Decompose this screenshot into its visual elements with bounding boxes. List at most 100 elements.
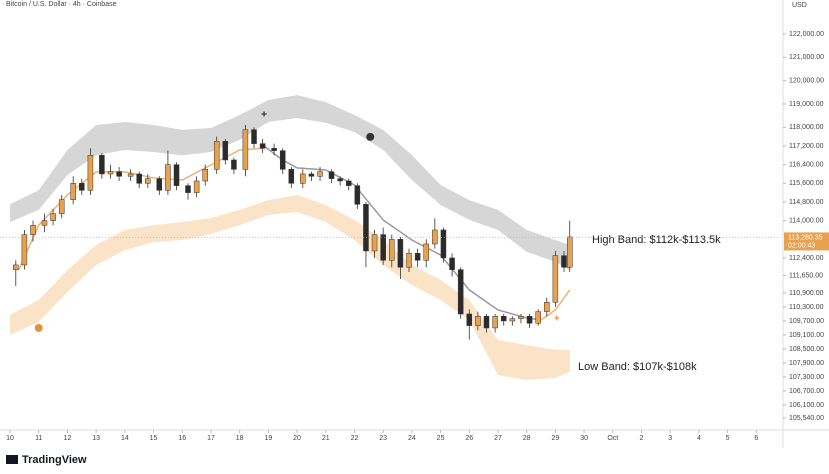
candle-body <box>21 234 28 266</box>
plot <box>10 95 573 380</box>
line <box>262 144 542 321</box>
candle-body <box>136 173 142 184</box>
candle-body <box>58 199 65 214</box>
candle-body <box>279 150 286 170</box>
candle-body <box>566 236 573 268</box>
y-tick-label: 107,300.00 <box>789 374 824 381</box>
line <box>17 147 263 271</box>
candle-body <box>145 178 151 184</box>
x-tick-label: 25 <box>437 435 445 442</box>
candle-body <box>213 141 220 170</box>
candle-body <box>308 173 315 177</box>
y-tick-label: 114,800.00 <box>789 199 824 206</box>
y-tick-label: 116,400.00 <box>789 161 824 168</box>
candle-body <box>500 316 507 322</box>
countdown: 02:00:43 <box>788 242 815 249</box>
y-tick-label: 109,700.00 <box>789 318 824 325</box>
x-tick-label: 12 <box>64 435 72 442</box>
band <box>10 95 570 271</box>
candle-body <box>222 141 229 161</box>
x-tick-label: 30 <box>580 435 588 442</box>
candle-body <box>70 183 76 200</box>
candle-body <box>380 234 386 261</box>
candle-body <box>363 204 369 252</box>
y-tick-label: 106,700.00 <box>789 388 824 395</box>
candle-body <box>193 180 200 193</box>
x-tick-label: 26 <box>465 435 473 442</box>
x-tick-label: 18 <box>236 435 244 442</box>
y-tick-label: 112,400.00 <box>789 255 824 262</box>
candle-body <box>127 173 134 177</box>
x-tick-label: 11 <box>35 435 42 442</box>
candle-body <box>423 243 429 261</box>
candle-body <box>440 229 447 259</box>
candle-body <box>345 180 352 186</box>
candle-body <box>242 129 249 170</box>
candle-body <box>466 313 473 326</box>
candle-body <box>156 178 163 191</box>
logo: TradingView <box>6 454 87 466</box>
candle-body <box>165 164 171 191</box>
x-tick-label: 17 <box>207 435 215 442</box>
x-tick-label: 28 <box>523 435 531 442</box>
candle-body <box>561 255 567 268</box>
candle-body <box>552 255 559 303</box>
x-tick-label: 2 <box>640 435 644 442</box>
candle-body <box>300 173 306 184</box>
y-tick-label: 111,650.00 <box>789 272 823 279</box>
y-tick-label: 108,500.00 <box>789 346 824 353</box>
candle-body <box>371 234 378 252</box>
candle-body <box>449 257 455 270</box>
candle-body <box>251 129 257 144</box>
y-tick-label: 105,540.00 <box>789 415 824 422</box>
brand: TradingView <box>22 454 87 466</box>
candle-body <box>483 316 490 329</box>
candle-body <box>337 178 343 182</box>
y-tick-label: 119,000.00 <box>789 101 824 108</box>
y-tick-label: 115,600.00 <box>789 180 824 187</box>
candle-body <box>107 171 114 175</box>
marker <box>34 323 43 332</box>
y-tick-label: 110,900.00 <box>789 290 824 297</box>
line <box>540 289 571 321</box>
candle-body <box>231 159 237 170</box>
x-tick-label: Oct <box>607 435 618 442</box>
chart-title: Bitcoin / U.S. Dollar · 4h · Coinbase <box>6 1 117 8</box>
x-tick-label: 27 <box>494 435 502 442</box>
candle-body <box>30 225 36 235</box>
y-tick-label: 117,200.00 <box>789 143 824 150</box>
x-tick-label: 10 <box>6 435 14 442</box>
x-tick-label: 14 <box>121 435 129 442</box>
candle-body <box>389 239 395 261</box>
candle-body <box>185 185 191 193</box>
band <box>10 194 570 380</box>
y-tick-label: 121,000.00 <box>789 54 824 61</box>
x-tick-label: 6 <box>754 435 758 442</box>
y-tick-label: 110,300.00 <box>789 304 824 311</box>
y-tick-label: 120,000.00 <box>789 77 824 84</box>
x-tick-label: 19 <box>264 435 272 442</box>
annotation: High Band: $112k-$113.5k <box>592 234 721 246</box>
x-tick-label: 20 <box>293 435 301 442</box>
candle-body <box>457 269 464 315</box>
candle-body <box>259 143 266 149</box>
y-tick-label: 107,900.00 <box>789 360 824 367</box>
y-tick-label: 106,100.00 <box>789 402 824 409</box>
candle-body <box>475 316 481 326</box>
x-tick-label: 24 <box>408 435 416 442</box>
candle-body <box>173 164 180 186</box>
candle-body <box>432 229 438 245</box>
y-tick-label: 118,000.00 <box>789 124 824 131</box>
candle-body <box>414 253 421 261</box>
candle-body <box>87 155 94 191</box>
candle-body <box>406 253 412 268</box>
candle-body <box>354 185 361 205</box>
candle-body <box>79 183 85 191</box>
candle-body <box>328 171 335 179</box>
y-tick-label: 114,000.00 <box>789 217 824 224</box>
x-tick-label: 5 <box>726 435 730 442</box>
candle-body <box>99 155 105 175</box>
annotation: Low Band: $107k-$108k <box>578 361 697 373</box>
x-tick-label: 21 <box>322 435 330 442</box>
